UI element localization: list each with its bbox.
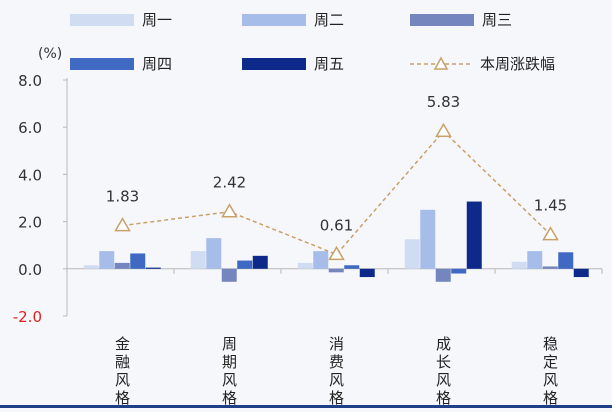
line-marker-4 [435,122,452,137]
bar-1-series-3 [114,262,130,269]
bar-5-series-1 [511,261,527,269]
legend-label-1: 周一 [142,11,172,29]
line-data-label-1: 1.83 [106,188,139,206]
bar-3-series-5 [359,268,375,278]
line-data-label-4: 5.83 [427,93,460,111]
y-tick-label-2: 4.0 [18,166,42,184]
bar-4-series-5 [466,201,482,269]
line-marker-3 [328,245,345,261]
x-category-label-4: 成长风格 [436,335,451,407]
bottom-border [0,405,612,408]
line-data-label-2: 2.42 [213,174,246,192]
bar-1-series-4 [130,253,146,269]
line-marker-2 [221,203,238,218]
bar-5-series-4 [558,252,574,269]
y-tick-label-0: 8.0 [18,72,42,90]
bar-3-series-1 [297,262,313,269]
legend-label-2: 周二 [314,11,344,29]
legend-label-5: 周五 [314,55,344,73]
bar-4-series-2 [420,209,436,269]
x-category-label-1: 金融风格 [115,335,130,407]
bar-4-series-1 [404,239,420,269]
bar-2-series-5 [252,255,268,269]
x-category-label-2: 周期风格 [222,335,237,407]
bar-5-series-3 [542,266,558,269]
legend-label-4: 周四 [142,55,172,73]
legend-swatch-4 [70,58,134,70]
weekly-change-line [122,130,552,256]
bar-5-series-5 [573,268,589,278]
line-data-label-5: 1.45 [534,197,567,215]
legend-swatch-3 [410,14,474,26]
bar-3-series-4 [344,265,360,269]
y-tick-label-1: 6.0 [18,119,42,137]
line-marker-5 [542,226,559,241]
x-category-label-5: 稳定风格 [543,335,558,407]
bar-3-series-2 [313,251,329,269]
legend-label-3: 周三 [482,11,512,29]
x-category-label-3: 消费风格 [329,335,344,407]
bar-1-series-2 [99,251,115,269]
bar-1-series-1 [83,265,99,269]
bar-3-series-3 [328,268,344,273]
bar-5-series-2 [527,251,543,269]
legend-label-line: 本周涨跌幅 [480,55,555,73]
bar-1-series-5 [145,267,161,269]
legend-swatch-5 [242,58,306,70]
y-tick-label-3: 2.0 [18,214,42,232]
y-tick-label-5: -2.0 [13,308,42,326]
line-data-label-3: 0.61 [320,216,353,234]
bar-2-series-1 [190,251,206,269]
bar-2-series-2 [206,238,222,269]
line-marker-1 [114,217,131,232]
bar-4-series-3 [435,268,451,282]
y-tick-label-4: 0.0 [18,261,42,279]
legend-swatch-2 [242,14,306,26]
bar-4-series-4 [451,268,467,274]
legend-swatch-1 [70,14,134,26]
y-unit-label: (%) [38,46,62,62]
legend-triangle-icon [433,56,449,70]
bar-2-series-4 [237,260,253,269]
bar-2-series-3 [221,268,237,282]
